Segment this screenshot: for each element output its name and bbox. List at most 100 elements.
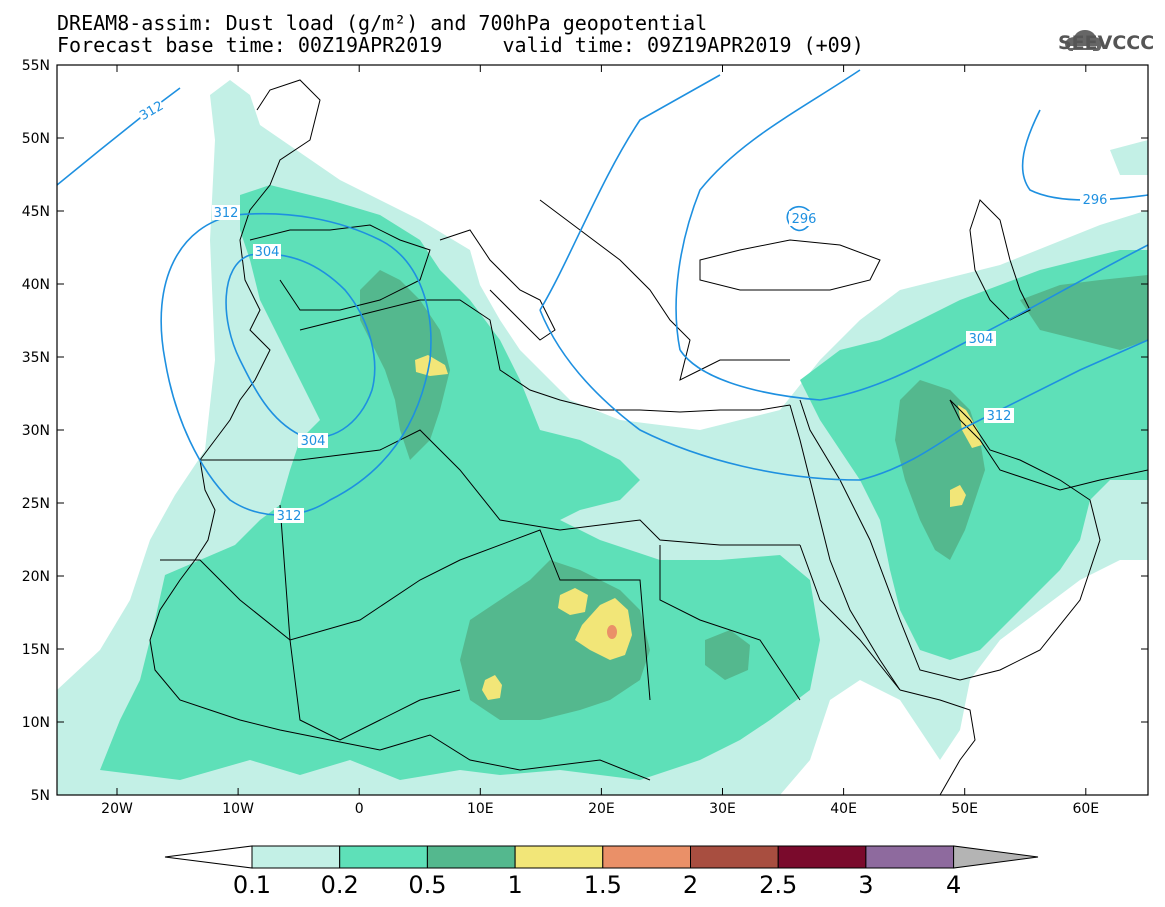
colorbar-swatch: [602, 845, 691, 869]
lat-label: 50N: [22, 131, 50, 147]
colorbar-over-triangle: [953, 845, 1039, 869]
contour-label: 304: [966, 331, 996, 347]
contour-label: 304: [298, 433, 328, 449]
contour-label-text: 296: [792, 212, 817, 227]
lon-label: 10E: [467, 801, 494, 817]
contour-304-trough: [675, 69, 861, 351]
seevccc-logo: [1065, 30, 1102, 52]
dust-region-dark-sahara: [460, 560, 650, 720]
lat-label: 35N: [22, 350, 50, 366]
coastline-levant-arabia: [799, 399, 1101, 681]
lon-label: 60E: [1072, 801, 1099, 817]
coastline-red-sea: [789, 404, 901, 691]
contour-296-ne: [1021, 109, 1148, 201]
contour-label: 304: [253, 244, 281, 260]
border-sahel: [279, 504, 651, 701]
colorbar-tick-label: 0.1: [233, 871, 271, 899]
lat-label: 45N: [22, 204, 50, 220]
lon-label: 50E: [951, 801, 978, 817]
contour-label: 312: [984, 408, 1014, 424]
dust-region-orange-chad: [607, 625, 617, 639]
colorbar: 0.1 0.2 0.5 1 1.5 2 2.5 3 4: [164, 845, 1039, 899]
coastline-horn-of-africa: [899, 689, 976, 795]
logo-text: SEEVCCC: [1058, 32, 1155, 54]
lon-label: 20E: [588, 801, 615, 817]
contour-label: 312: [212, 205, 240, 221]
coastline-west-africa-europe: [149, 79, 651, 781]
colorbar-tick-label: 1.5: [584, 871, 622, 899]
colorbar-swatch: [339, 845, 428, 869]
border-north-africa-interior: [200, 429, 800, 546]
colorbar-swatch: [426, 845, 516, 869]
contour-label: 312: [136, 97, 166, 124]
colorbar-tick-label: 4: [946, 871, 961, 899]
coastline-mediterranean-south: [299, 299, 791, 413]
colorbar-tick-label: 1: [507, 871, 522, 899]
contour-304-low: [225, 253, 376, 439]
border-east-africa: [799, 544, 901, 691]
lon-label: 20W: [101, 801, 133, 817]
colorbar-swatch: [690, 845, 779, 869]
colorbar-swatch: [251, 845, 341, 869]
contour-label-text: 312: [277, 509, 302, 524]
lat-label: 10N: [22, 715, 50, 731]
dust-region-yellow-algeria: [415, 355, 448, 376]
coastlines-borders: [149, 79, 1148, 795]
colorbar-under-triangle: [164, 845, 253, 869]
colorbar-swatch: [865, 845, 955, 869]
coastline-iberia-north: [249, 224, 431, 311]
latitude-axis: 55N 50N 45N 40N 35N 30N 25N 20N 15N 10N 5N: [22, 58, 1148, 804]
contour-312-trough: [539, 74, 721, 311]
lat-label: 25N: [22, 496, 50, 512]
dust-region-yellow-saudi: [950, 485, 966, 507]
colorbar-swatch: [514, 845, 604, 869]
dust-region-yellow-chad: [575, 598, 632, 660]
lat-label: 5N: [31, 788, 50, 804]
colorbar-tick-label: 2: [683, 871, 698, 899]
longitude-axis: 20W 10W 0 10E 20E 30E 40E 50E 60E: [101, 65, 1099, 817]
coastline-persian-gulf: [949, 399, 1148, 491]
dust-region-light-ne: [1110, 140, 1148, 175]
dust-field: [57, 80, 1148, 795]
dust-region-dark-algeria: [360, 270, 450, 460]
lat-label: 40N: [22, 277, 50, 293]
colorbar-tick-label: 0.2: [321, 871, 359, 899]
coastline-black-sea: [699, 239, 881, 291]
lon-label: 0: [355, 801, 364, 817]
contour-label: 296: [1080, 192, 1110, 208]
contour-label: 312: [274, 508, 304, 524]
lat-label: 15N: [22, 642, 50, 658]
lon-label: 10W: [222, 801, 254, 817]
contour-labels: 312 304 312 304 304 312 296 296: [136, 97, 1110, 524]
contour-label-text: 312: [987, 409, 1012, 424]
coastline-italy: [439, 229, 556, 341]
contour-label-text: 296: [1083, 193, 1108, 208]
map-subtitle: Forecast base time: 00Z19APR2019 valid t…: [57, 33, 864, 57]
border-chad-sudan: [659, 545, 801, 701]
dust-region-yellow-kuwait: [958, 405, 982, 448]
contour-312-low: [160, 212, 432, 516]
lat-label: 55N: [22, 58, 50, 74]
colorbar-tick-label: 0.5: [408, 871, 446, 899]
dust-region-dark-east-africa: [705, 630, 750, 680]
contour-label-text: 304: [301, 434, 326, 449]
contour-304-east: [679, 244, 1148, 401]
dust-region-dark-iran: [1020, 275, 1148, 350]
lon-label: 40E: [830, 801, 857, 817]
contour-label-text: 304: [255, 245, 280, 260]
contour-label-text: 304: [969, 332, 994, 347]
map-title: DREAM8-assim: Dust load (g/m²) and 700hP…: [57, 11, 708, 35]
contour-label: 296: [789, 211, 819, 227]
colorbar-swatch: [777, 845, 867, 869]
colorbar-tick-label: 3: [858, 871, 873, 899]
colorbar-tick-label: 2.5: [759, 871, 797, 899]
dust-region-yellow-niger: [482, 675, 502, 700]
dust-region-yellow-chad-w: [558, 588, 588, 615]
coastline-balkans-greece: [539, 199, 790, 381]
contour-label-text: 312: [214, 206, 239, 221]
lat-label: 20N: [22, 569, 50, 585]
border-west-africa: [160, 559, 461, 741]
lon-label: 30E: [709, 801, 736, 817]
coastline-caspian-sea: [969, 199, 1031, 321]
